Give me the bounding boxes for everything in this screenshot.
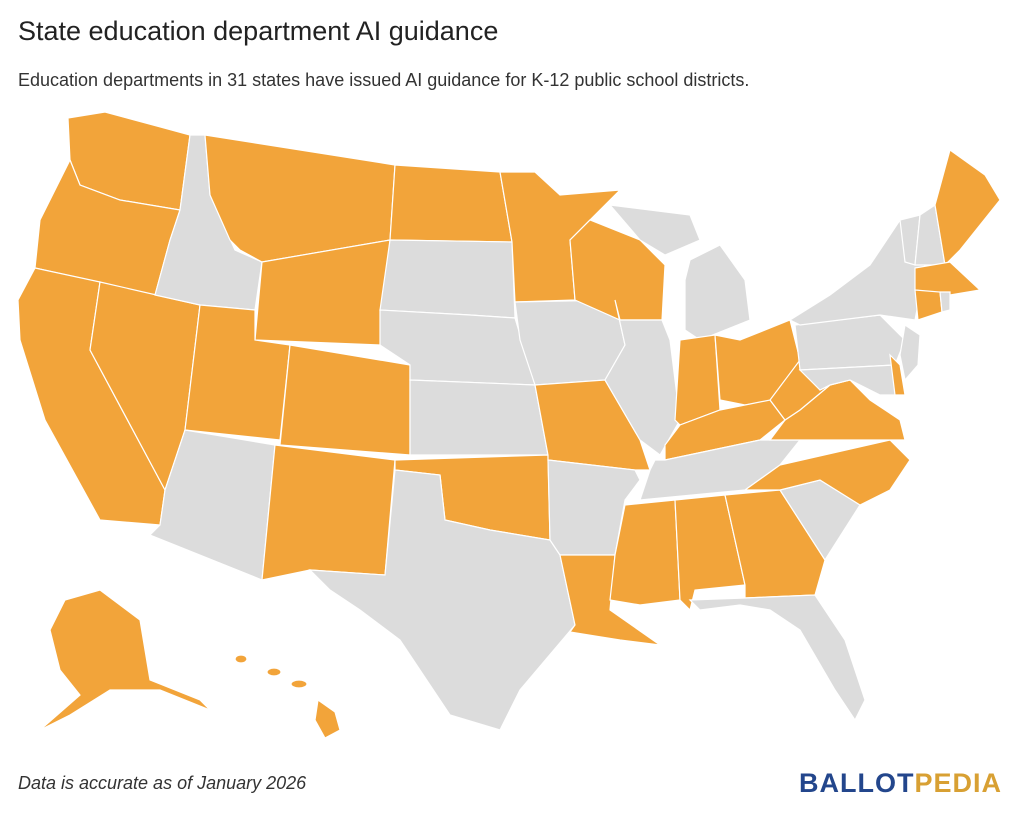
footnote: Data is accurate as of January 2026 — [18, 773, 307, 793]
state — [934, 149, 1001, 267]
state — [389, 164, 513, 243]
state — [204, 134, 396, 263]
state — [688, 594, 866, 722]
states — [17, 111, 1001, 739]
title: State education department AI guidance — [18, 16, 499, 46]
state — [379, 239, 516, 319]
state — [604, 299, 681, 456]
subtitle: Education departments in 31 states have … — [18, 70, 750, 90]
state — [409, 379, 549, 456]
state — [674, 334, 721, 426]
state — [569, 219, 666, 321]
state — [261, 444, 396, 581]
state — [308, 469, 576, 731]
state — [939, 291, 951, 313]
state — [39, 589, 211, 731]
logo-part: BALLOT — [798, 768, 915, 798]
state — [684, 244, 751, 341]
state — [914, 261, 982, 296]
state — [743, 439, 911, 506]
state — [889, 353, 906, 396]
logo: BALLOTPEDIA — [799, 768, 1002, 799]
state — [608, 204, 701, 256]
state — [899, 323, 921, 382]
state-islands — [234, 654, 341, 739]
state — [279, 344, 411, 456]
logo-part: PEDIA — [914, 768, 1002, 798]
state — [914, 289, 943, 321]
